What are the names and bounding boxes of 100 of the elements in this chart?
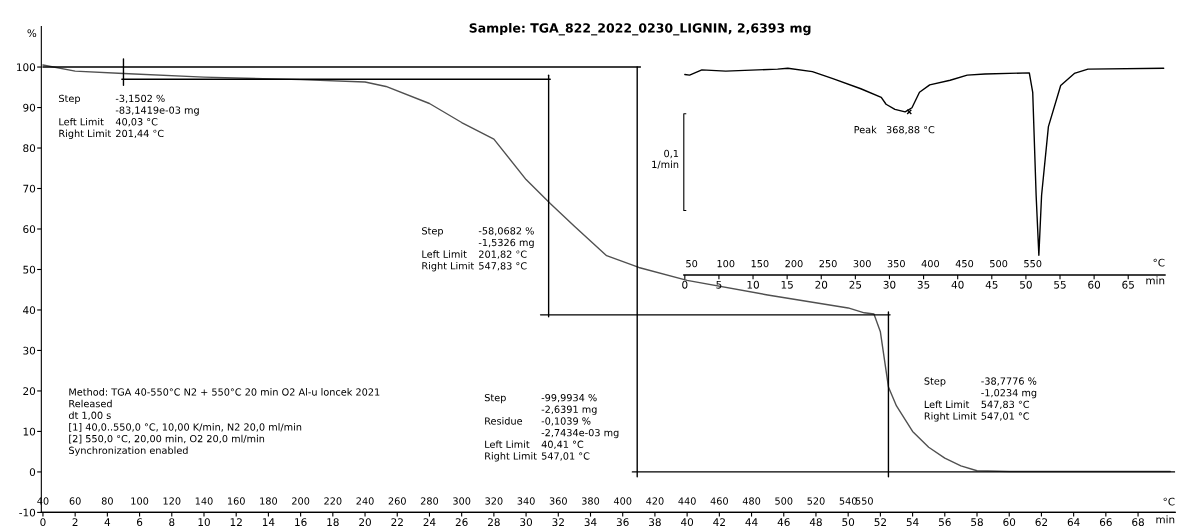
y-tick-label: 60 — [23, 225, 36, 234]
x-tick-label: 18 — [327, 518, 339, 527]
x-tick-label: 60 — [1003, 518, 1016, 527]
x2-tick-label: 180 — [260, 497, 278, 505]
y-tick-label: 30 — [23, 346, 36, 355]
x2-tick-label: 380 — [581, 497, 600, 505]
x2-axis-title: °C — [1163, 497, 1175, 506]
x-tick-label: 55 — [1054, 280, 1066, 289]
x-tick-label: 0 — [682, 280, 688, 289]
x-tick-label: 15 — [781, 280, 793, 289]
x2-tick-label: 220 — [324, 497, 342, 505]
x2-tick-label: 60 — [69, 497, 81, 505]
y-tick-label: 90 — [23, 103, 36, 112]
x2-tick-label: 450 — [955, 259, 974, 268]
x2-axis-title: °C — [1153, 258, 1165, 267]
y-tick-label: 100 — [17, 63, 36, 72]
x2-tick-label: 480 — [742, 497, 761, 505]
y-tick-label: 20 — [23, 387, 36, 396]
x-tick-label: 10 — [747, 280, 759, 289]
x2-tick-label: 350 — [887, 259, 905, 268]
x2-tick-label: 320 — [485, 497, 503, 505]
x-axis-title: min — [1156, 515, 1175, 524]
x2-tick-label: 420 — [646, 497, 664, 505]
x-tick-label: 24 — [423, 518, 436, 526]
chart-title: Sample: TGA_822_2022_0230_LIGNIN, 2,6393 mg — [469, 22, 811, 36]
y-tick-label: 0 — [29, 468, 36, 477]
x-tick-label: 40 — [681, 518, 694, 527]
x-tick-label: 10 — [198, 518, 210, 527]
x-tick-label: 50 — [842, 518, 855, 527]
x2-tick-label: 100 — [131, 497, 149, 505]
x2-tick-label: 250 — [819, 259, 837, 268]
x-tick-label: 66 — [1099, 518, 1112, 527]
x2-tick-label: 150 — [751, 259, 769, 268]
x2-tick-label: 460 — [710, 497, 728, 505]
x-tick-label: 64 — [1067, 518, 1080, 527]
x-tick-label: 42 — [713, 518, 725, 526]
x-tick-label: 20 — [359, 518, 371, 527]
y-tick-label: 10 — [23, 427, 36, 436]
x2-tick-label: 50 — [686, 259, 698, 268]
x-tick-label: 40 — [951, 280, 964, 289]
x2-tick-label: 500 — [990, 259, 1008, 268]
x-tick-label: 30 — [520, 518, 533, 527]
x2-tick-label: 550 — [1024, 259, 1042, 268]
x2-tick-label: 440 — [678, 497, 696, 505]
x2-tick-label: 160 — [227, 497, 245, 505]
annotation: Peak 368,88 °C — [854, 125, 935, 135]
x2-tick-label: 200 — [292, 497, 310, 505]
x2-tick-label: 120 — [163, 497, 181, 505]
text: Step -99,9934 % -2,6391 mg Residue -0,1039 % -2,7434e-03 mg Left Limit 40,41 °C Right Limit 547,01 °C — [484, 393, 619, 462]
y-tick-label: 80 — [23, 144, 36, 153]
x2-tick-label: 520 — [807, 497, 825, 505]
x2-tick-label: 300 — [853, 259, 871, 268]
x-tick-label: 36 — [616, 518, 629, 527]
x-tick-label: 46 — [777, 518, 790, 527]
x-tick-label: 35 — [917, 280, 930, 289]
x-tick-label: 4 — [104, 518, 111, 526]
x-tick-label: 44 — [745, 518, 758, 526]
x-tick-label: 45 — [985, 280, 998, 289]
x-tick-label: 22 — [391, 518, 403, 526]
x2-tick-label: 300 — [453, 497, 471, 505]
x2-tick-label: 540 — [839, 497, 857, 505]
x-tick-label: 54 — [906, 518, 919, 527]
x-tick-label: 50 — [1020, 280, 1032, 289]
y-tick-label: -10 — [19, 508, 36, 517]
annotation: Method: TGA 40-550°C N2 + 550°C 20 min O2 Al-u loncek 2021 Released dt 1,00 s [1] 40,0..550,0 °C, 10,00 K/min, N2 20,0 ml/min [2] 550,0 °C, 20,00 min, O2 20,0 ml/min Synchronization enabled — [68, 388, 380, 456]
y-tick-label: 50 — [23, 265, 36, 274]
x2-tick-label: 340 — [517, 497, 535, 505]
x-tick-label: 30 — [883, 280, 896, 289]
x2-tick-label: 400 — [921, 259, 940, 268]
x-tick-label: 32 — [552, 518, 564, 527]
x-tick-label: 38 — [649, 518, 661, 527]
y-tick-label: 70 — [23, 184, 36, 193]
x-tick-label: 8 — [169, 518, 175, 527]
x-tick-label: 6 — [136, 518, 143, 527]
x-tick-label: 0 — [40, 518, 46, 527]
x2-tick-label: 100 — [717, 259, 735, 268]
x2-tick-label: 550 — [855, 497, 873, 505]
text: Step -58,0682 % -1,5326 mg Left Limit 201,82 °C Right Limit 547,83 °C — [422, 227, 534, 272]
x-tick-label: 14 — [262, 518, 275, 526]
x-tick-label: 25 — [849, 280, 862, 289]
x2-tick-label: 280 — [420, 497, 439, 505]
x-tick-label: 56 — [938, 518, 951, 527]
annotation: 0,1 1/min — [652, 149, 679, 169]
x-tick-label: 52 — [874, 518, 886, 527]
x-axis-title: min — [1146, 276, 1165, 285]
x-tick-label: 12 — [230, 518, 242, 526]
x-tick-label: 2 — [72, 518, 78, 526]
x-tick-label: 60 — [1088, 280, 1101, 289]
x-tick-label: 65 — [1122, 280, 1134, 289]
x2-tick-label: 200 — [785, 259, 803, 268]
x-tick-label: 58 — [971, 518, 983, 527]
text: Step -3,1502 % -83,1419e-03 mg Left Limit 40,03 °C Right Limit 201,44 °C — [59, 94, 199, 139]
x-tick-label: 34 — [584, 518, 597, 527]
x2-tick-label: 240 — [356, 497, 374, 505]
x-tick-label: 20 — [815, 280, 828, 289]
x2-tick-label: 400 — [613, 497, 632, 505]
x2-tick-label: 260 — [388, 497, 406, 505]
x-tick-label: 62 — [1035, 518, 1048, 527]
x-tick-label: 26 — [455, 518, 468, 527]
x-tick-label: 68 — [1132, 518, 1144, 527]
